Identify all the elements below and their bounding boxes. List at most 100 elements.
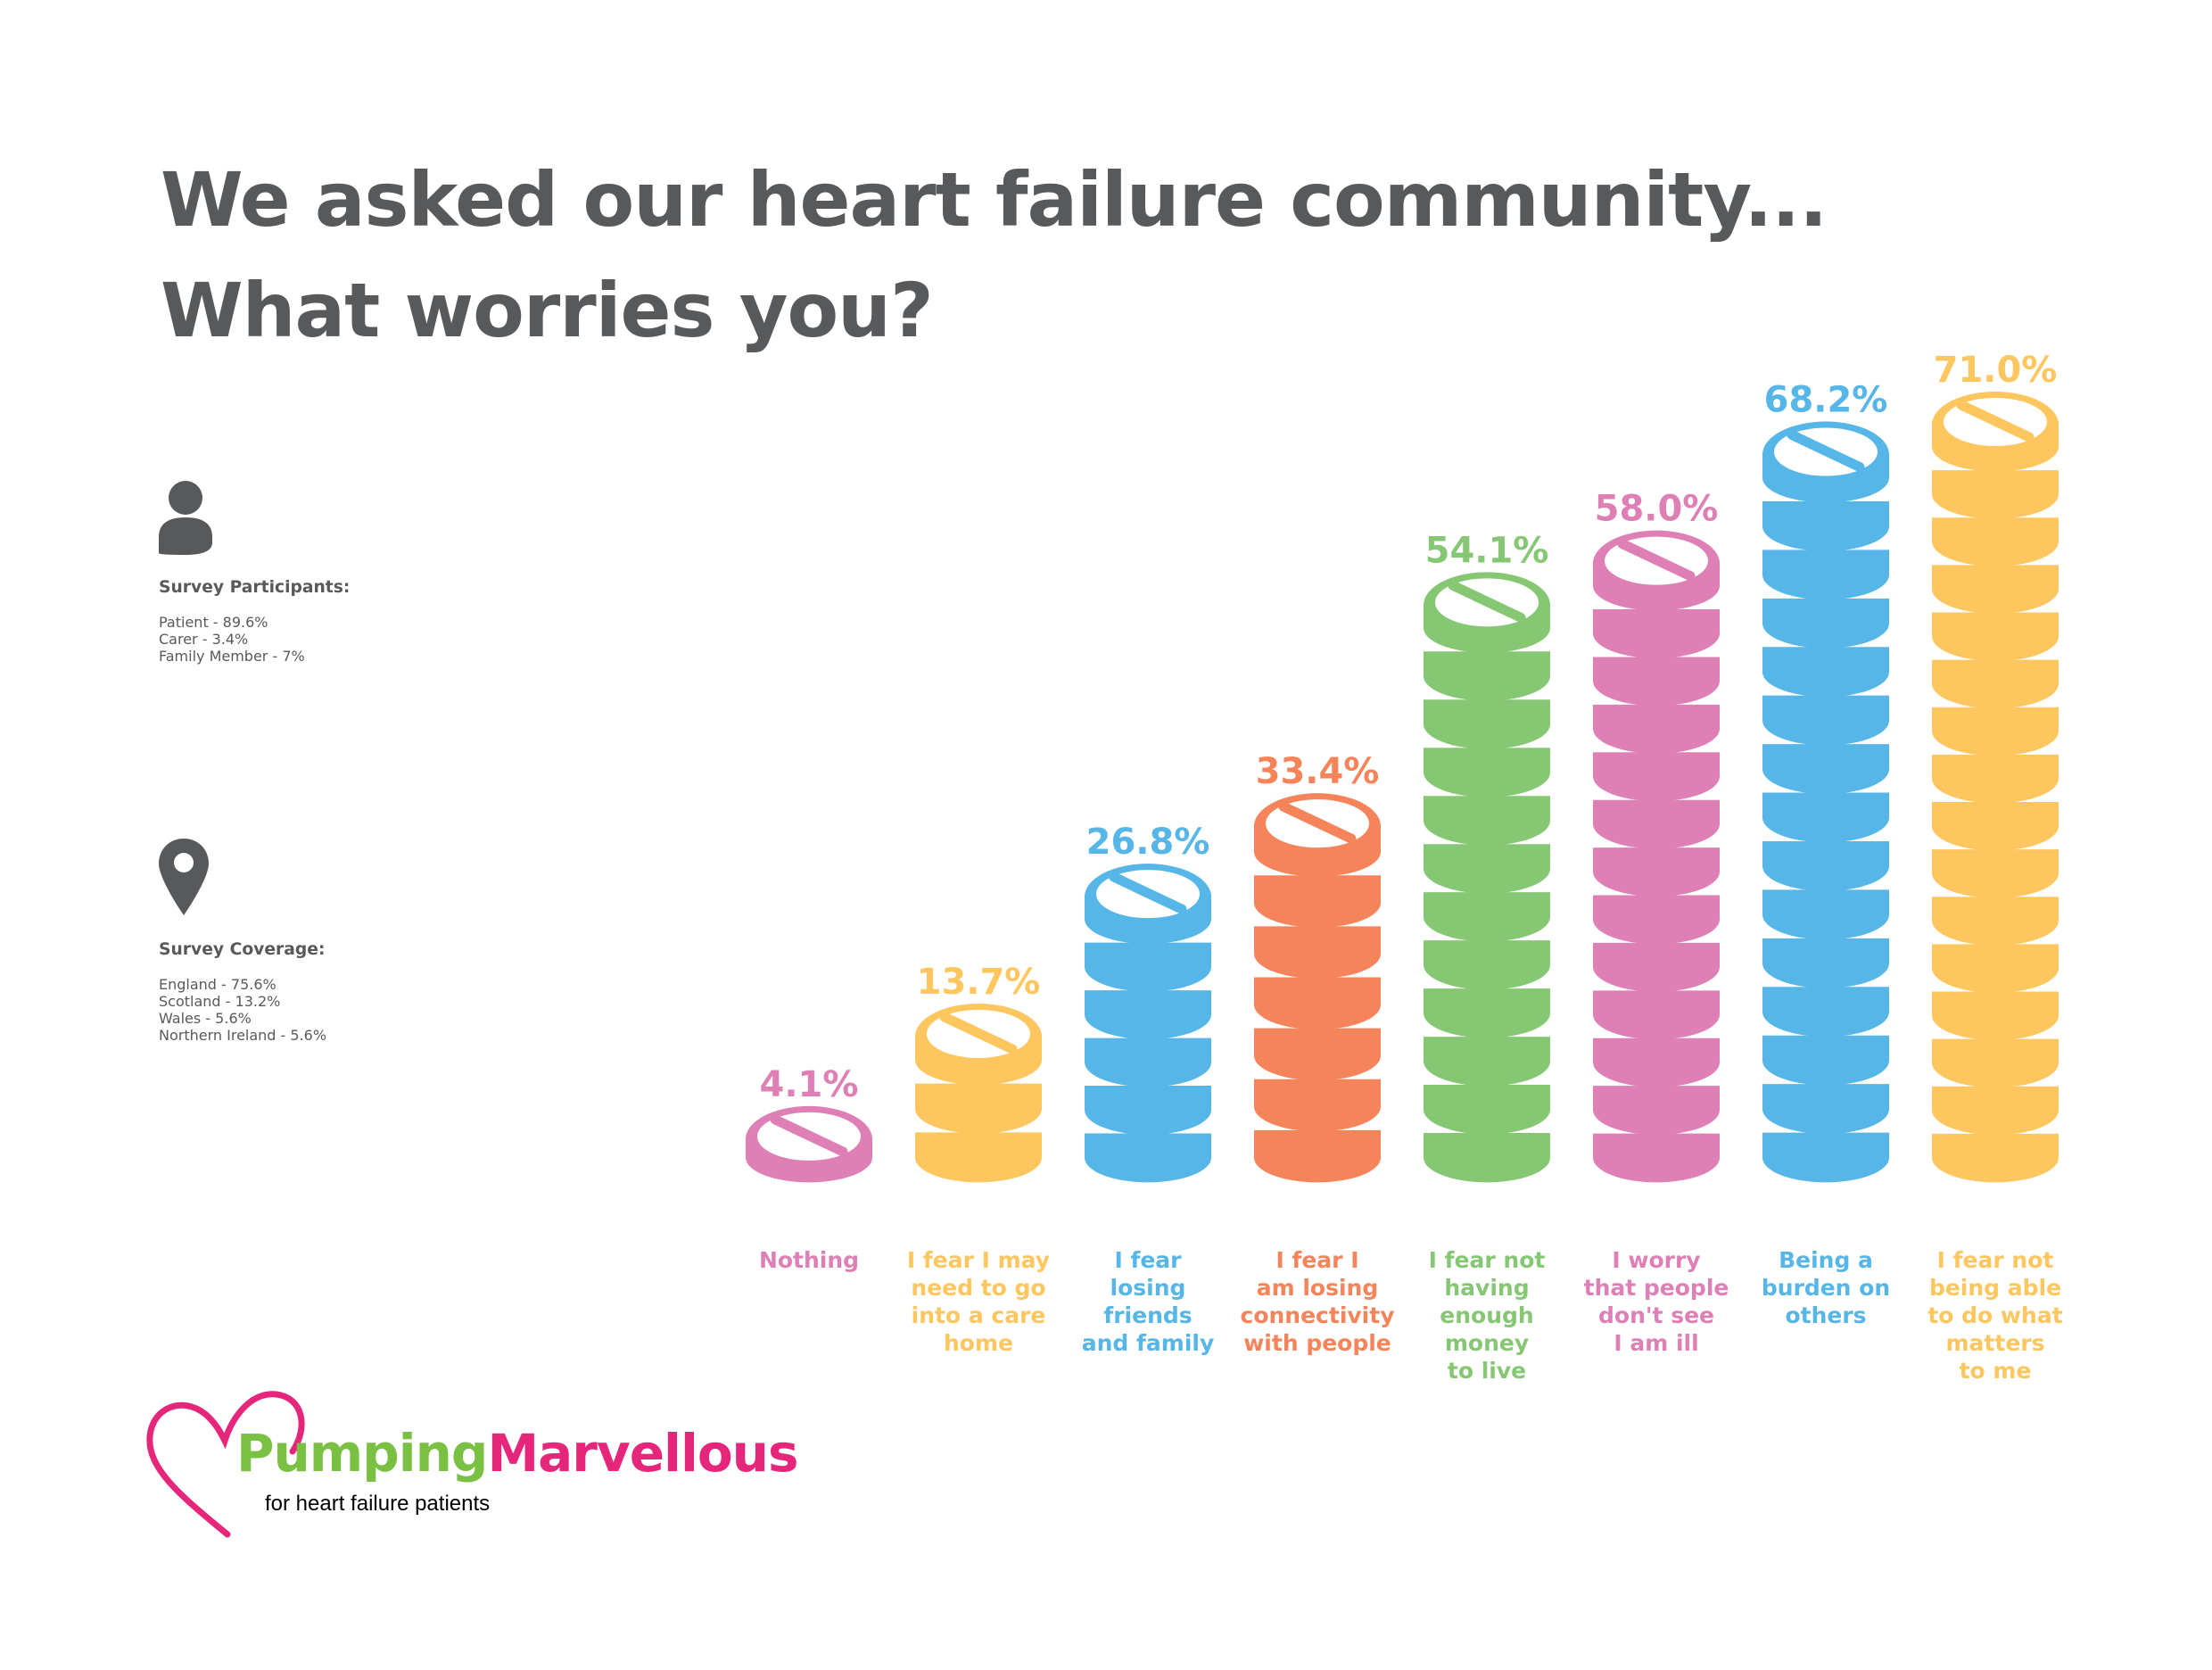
pill-segment (1762, 550, 1889, 600)
bar (1932, 392, 2059, 1183)
data-label: 58.0% (1595, 489, 1719, 530)
pill-score-line (1109, 872, 1187, 914)
pill-score-line (939, 1012, 1018, 1054)
pill-segment (1254, 977, 1381, 1030)
category-label-line: to live (1448, 1358, 1526, 1384)
pill-segment (1424, 699, 1550, 749)
pill-segment (1085, 942, 1211, 992)
participants-item: Family Member - 7% (159, 647, 305, 665)
category-label: I fear not having enough money to live (1429, 1247, 1546, 1384)
chart-title: We asked our heart failure community... … (161, 145, 1828, 366)
pill-segment (1424, 748, 1550, 798)
pill-score-line (1448, 580, 1526, 623)
pill-segment (1085, 990, 1211, 1039)
category-label-line: and family (1082, 1330, 1215, 1356)
pill-segment (1593, 895, 1720, 945)
category-label-line: with people (1243, 1330, 1391, 1356)
category-label-line: am losing (1257, 1275, 1379, 1301)
pill-segment (1762, 744, 1889, 794)
pill-segment (1254, 1028, 1381, 1081)
logo: PumpingMarvellous for heart failure pati… (143, 1387, 821, 1539)
pill-segment (1085, 1086, 1211, 1135)
pill-segment (1932, 1086, 2059, 1136)
pill-segment (1762, 792, 1889, 843)
coverage-item: Scotland - 13.2% (159, 992, 281, 1010)
coverage-item: England - 75.6% (159, 975, 276, 993)
pill-segment (1593, 1086, 1720, 1135)
pill-segment (1085, 1133, 1211, 1183)
coverage-block: Survey Coverage: England - 75.6% Scotlan… (159, 839, 326, 1044)
title-line-1: We asked our heart failure community... (161, 156, 1828, 244)
coverage-heading: Survey Coverage: (159, 940, 326, 959)
pill-segment (1424, 988, 1550, 1038)
pill-segment (1932, 707, 2059, 756)
pill-segment (1593, 752, 1720, 802)
pill-segment (1932, 1038, 2059, 1088)
pill-segment (1932, 659, 2059, 709)
pill-segment (915, 1132, 1042, 1183)
coverage-item: Northern Ireland - 5.6% (159, 1026, 327, 1044)
bar (915, 1003, 1042, 1183)
category-label-line: to me (1960, 1358, 2032, 1384)
pill-segment (1932, 849, 2059, 898)
category-label-line: I fear I may (907, 1247, 1050, 1273)
category-label-line: friends (1103, 1302, 1192, 1328)
category-label-line: Being a (1779, 1247, 1873, 1273)
data-label: 26.8% (1086, 822, 1210, 863)
pill-segment (1254, 1129, 1381, 1183)
pill-segment (1762, 987, 1889, 1038)
category-label-line: Nothing (759, 1247, 859, 1273)
category-label: I fear I may need to go into a care home (907, 1247, 1050, 1356)
pill-segment (1932, 565, 2059, 614)
bar (1762, 421, 1889, 1183)
pill-score-line (1617, 539, 1696, 582)
pill-segment (1424, 844, 1550, 894)
pill-segment (1762, 889, 1889, 940)
pill-segment (1932, 802, 2059, 851)
category-label-line: that people (1584, 1275, 1729, 1301)
pill-segment (1593, 799, 1720, 849)
location-pin-icon (159, 839, 209, 915)
bar (746, 1105, 872, 1183)
pill-segment (1932, 612, 2059, 662)
pill-score-line (1956, 400, 2035, 442)
logo-brand-part1: Pumping (236, 1423, 488, 1484)
category-label-line: having (1444, 1275, 1529, 1301)
category-label: I worry that people don't see I am ill (1584, 1247, 1729, 1356)
category-label-line: enough (1440, 1302, 1533, 1328)
pill-segment (1762, 938, 1889, 988)
category-label-line: I fear not (1429, 1247, 1546, 1273)
heart-outline-icon (146, 1391, 305, 1538)
pill-segment (1254, 1079, 1381, 1132)
pill-segment (1593, 657, 1720, 707)
category-label-line: I am ill (1614, 1330, 1698, 1356)
pill-segment (1932, 754, 2059, 804)
pill-segment (1762, 1132, 1889, 1183)
category-label-line: being able (1929, 1275, 2061, 1301)
category-label: I fear losing friends and family (1082, 1247, 1215, 1356)
bar (1424, 572, 1550, 1183)
pill-segment (1424, 796, 1550, 846)
bar (1254, 793, 1381, 1183)
category-label-line: home (944, 1330, 1013, 1356)
data-label: 33.4% (1256, 751, 1380, 792)
participants-block: Survey Participants: Patient - 89.6% Car… (159, 480, 350, 665)
pill-segment (1424, 1133, 1550, 1183)
category-label-line: others (1785, 1302, 1866, 1328)
pill-segment (1593, 609, 1720, 658)
pill-segment (1254, 926, 1381, 979)
participants-item: Patient - 89.6% (159, 613, 268, 631)
person-icon (159, 481, 212, 555)
pill-segment (1593, 704, 1720, 754)
pill-segment (1424, 1037, 1550, 1087)
pill-segment (1593, 942, 1720, 992)
category-label-line: I fear not (1937, 1247, 2054, 1273)
category-label: Nothing (759, 1247, 859, 1273)
pill-segment (1762, 647, 1889, 698)
pill-segment (1424, 940, 1550, 990)
category-label-line: connectivity (1241, 1302, 1395, 1328)
pill-segment (1424, 651, 1550, 701)
category-label: I fear not being able to do what matters to … (1927, 1247, 2062, 1384)
coverage-item: Wales - 5.6% (159, 1009, 252, 1027)
